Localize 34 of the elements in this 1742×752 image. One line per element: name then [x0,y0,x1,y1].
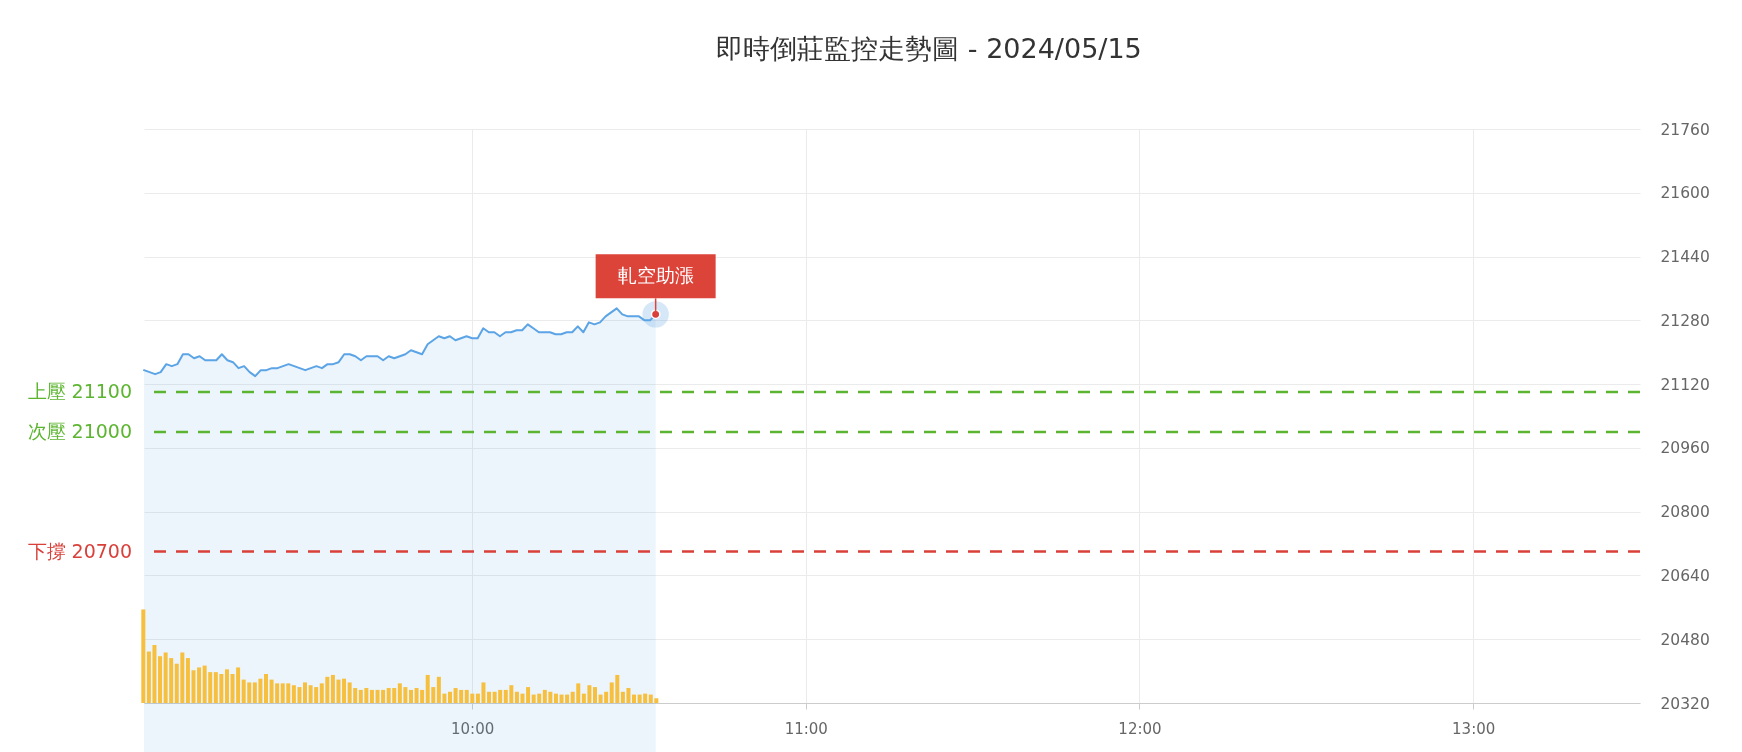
bar [197,667,202,703]
ref-line-label: 次壓 21000 [27,419,132,442]
y-tick-label: 20640 [1660,566,1710,585]
x-tick-label: 11:00 [784,719,828,738]
bar [263,674,268,703]
bar [342,678,347,703]
bar [514,691,519,703]
bar [592,687,597,703]
bar [141,609,146,703]
x-tick-label: 12:00 [1118,719,1162,738]
bar [408,689,413,703]
bar [487,691,492,703]
ref-line-label: 上壓 21100 [27,380,132,403]
bar [158,656,163,703]
bar [448,691,453,703]
y-tick-label: 20960 [1660,439,1710,458]
bar [303,682,308,703]
y-tick-label: 21440 [1660,248,1710,267]
y-tick-label: 21760 [1660,120,1710,139]
x-tick-label: 10:00 [451,719,495,738]
bar [553,693,558,703]
y-tick-label: 20800 [1660,503,1710,522]
annotation: 軋空助漲 [617,264,694,287]
y-tick-label: 21120 [1660,375,1710,394]
y-tick-label: 21280 [1660,311,1710,330]
y-tick-label: 20320 [1660,694,1710,713]
bar [369,689,374,703]
chart-title: 即時倒莊監控走勢圖 - 2024/05/15 [716,33,1142,64]
y-tick-label: 21600 [1660,184,1710,203]
bar [632,694,637,703]
x-tick-label: 13:00 [1452,719,1496,738]
bar [224,669,229,703]
ref-line-label: 下撐 20700 [27,539,132,562]
y-tick-label: 20480 [1660,630,1710,649]
